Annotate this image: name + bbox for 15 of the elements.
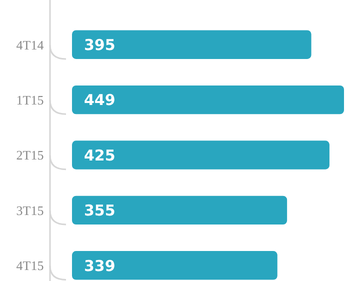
data-label: 395 [84,36,116,54]
data-label: 425 [84,146,116,164]
bar [72,30,312,59]
y-tick-label: 4T15 [16,258,44,274]
data-label: 355 [84,202,116,220]
data-label: 449 [84,91,116,110]
bar [72,85,344,114]
y-tick-label: 1T15 [16,92,44,108]
bar [72,196,288,225]
bar [72,251,278,280]
y-tick-label: 2T15 [16,148,44,163]
data-label: 339 [84,256,116,275]
bar [72,140,330,170]
y-tick-label: 4T14 [16,37,44,52]
y-tick-label: 3T15 [16,202,44,218]
